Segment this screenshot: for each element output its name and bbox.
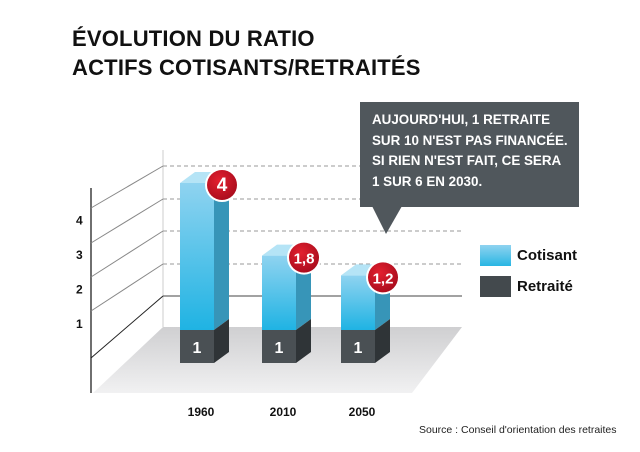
grid-diagonal bbox=[90, 230, 164, 278]
legend-label: Retraité bbox=[517, 278, 573, 295]
value-badge bbox=[289, 242, 319, 273]
x-tick-label: 2010 bbox=[270, 405, 297, 419]
legend-swatch bbox=[480, 276, 511, 297]
grid-diagonal bbox=[90, 198, 164, 244]
cotisant-label: 4 bbox=[217, 175, 228, 196]
baseline-diagonal bbox=[90, 295, 164, 359]
retraite-label: 1 bbox=[354, 340, 363, 357]
y-tick-label: 1 bbox=[76, 317, 83, 331]
legend-label: Cotisant bbox=[517, 247, 577, 264]
annotation-callout: AUJOURD'HUI, 1 RETRAITE SUR 10 N'EST PAS… bbox=[360, 102, 579, 207]
title-line-2: ACTIFS COTISANTS/RETRAITÉS bbox=[72, 55, 421, 80]
bar-retraite-side bbox=[375, 319, 390, 363]
x-tick-label: 1960 bbox=[188, 405, 215, 419]
cotisant-label: 1,8 bbox=[294, 251, 315, 268]
title-line-1: ÉVOLUTION DU RATIO bbox=[72, 26, 315, 51]
retraite-label: 1 bbox=[275, 340, 284, 357]
value-badge bbox=[207, 170, 237, 200]
bar-retraite-side bbox=[296, 319, 311, 363]
legend-item-cotisant: Cotisant bbox=[480, 240, 577, 271]
y-tick-label: 2 bbox=[76, 283, 83, 297]
y-tick-label: 4 bbox=[76, 214, 83, 228]
bar-cotisant bbox=[180, 183, 214, 330]
bar-retraite bbox=[180, 330, 214, 363]
legend: Cotisant Retraité bbox=[480, 240, 577, 302]
x-tick-label: 2050 bbox=[349, 405, 376, 419]
bar-retraite bbox=[341, 330, 375, 363]
callout-line: 1 SUR 6 EN 2030. bbox=[372, 173, 483, 189]
value-badge bbox=[368, 262, 398, 293]
retraite-label: 1 bbox=[193, 340, 202, 357]
callout-line: SI RIEN N'EST FAIT, CE SERA bbox=[372, 153, 562, 168]
bar-retraite-side bbox=[214, 319, 229, 363]
bar-cotisant-side bbox=[214, 172, 229, 330]
bar-cotisant bbox=[262, 255, 296, 330]
bar-retraite bbox=[262, 330, 296, 363]
callout-line: SUR 10 N'EST PAS FINANCÉE. bbox=[372, 132, 568, 148]
source-note: Source : Conseil d'orientation des retra… bbox=[419, 424, 617, 436]
chart-title: ÉVOLUTION DU RATIO ACTIFS COTISANTS/RETR… bbox=[72, 24, 421, 82]
cotisant-label: 1,2 bbox=[373, 270, 394, 287]
grid-diagonal bbox=[90, 165, 164, 209]
y-tick-label: 3 bbox=[76, 248, 83, 262]
legend-item-retraite: Retraité bbox=[480, 271, 577, 302]
grid-diagonal bbox=[90, 263, 164, 312]
callout-line: AUJOURD'HUI, 1 RETRAITE bbox=[372, 112, 551, 127]
legend-swatch bbox=[480, 245, 511, 266]
